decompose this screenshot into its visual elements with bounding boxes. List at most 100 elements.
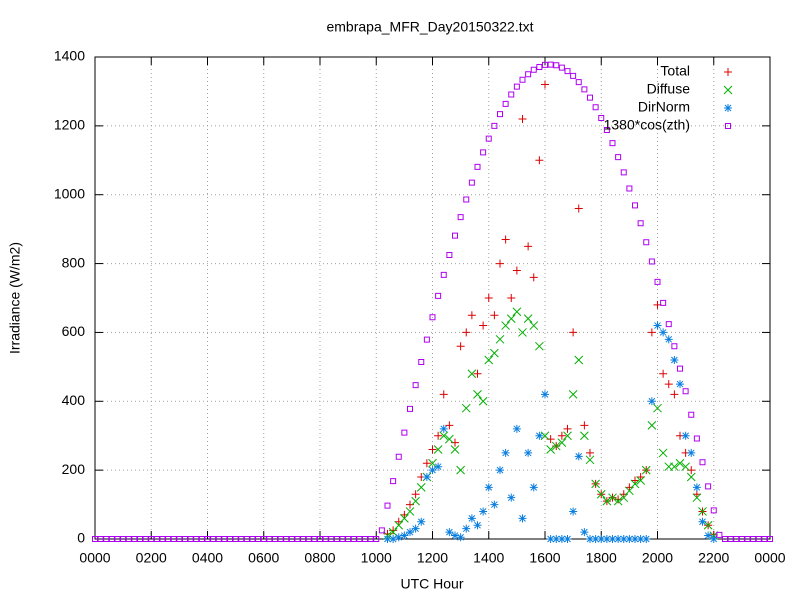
point <box>574 204 583 213</box>
point <box>467 311 476 320</box>
point <box>536 63 543 70</box>
point <box>423 336 430 343</box>
point <box>574 355 584 365</box>
point <box>333 536 340 542</box>
point <box>450 445 460 454</box>
point <box>541 390 549 399</box>
point <box>750 536 757 542</box>
point <box>686 472 696 482</box>
x-tick-label: 1200 <box>417 550 448 566</box>
point <box>434 462 443 471</box>
point <box>542 61 548 68</box>
point <box>249 536 256 542</box>
x-tick-label: 1000 <box>361 550 392 566</box>
point <box>530 66 537 73</box>
point <box>484 483 493 492</box>
point <box>698 507 707 516</box>
point <box>643 239 650 246</box>
point <box>445 421 454 430</box>
point <box>626 185 633 192</box>
point <box>484 294 493 302</box>
point <box>468 179 475 186</box>
point <box>108 536 115 542</box>
point <box>580 528 589 537</box>
point <box>681 462 690 472</box>
point <box>675 458 685 468</box>
point <box>654 278 661 285</box>
point <box>350 536 357 542</box>
point <box>484 355 494 365</box>
legend-marker <box>724 104 732 112</box>
y-tick-label: 400 <box>62 392 86 408</box>
point <box>636 535 645 543</box>
point <box>407 405 413 412</box>
chart-title: embrapa_MFR_Day20150322.txt <box>326 19 533 35</box>
x-tick-label: 0600 <box>248 550 279 566</box>
point <box>676 380 684 389</box>
point <box>569 507 578 516</box>
point <box>406 528 414 537</box>
point <box>557 535 566 543</box>
y-tick-label: 800 <box>62 254 86 270</box>
point <box>546 445 555 454</box>
point <box>328 536 335 542</box>
point <box>502 100 509 107</box>
point <box>574 452 583 461</box>
point <box>592 104 599 111</box>
point <box>429 314 436 321</box>
point <box>535 341 544 351</box>
point <box>631 535 639 543</box>
point <box>632 202 638 209</box>
point <box>389 535 398 543</box>
point <box>681 431 690 440</box>
x-tick-label: 0000 <box>754 550 785 566</box>
point <box>709 535 718 543</box>
point <box>97 536 104 542</box>
point <box>507 493 516 502</box>
point <box>456 533 465 542</box>
point <box>462 328 471 337</box>
point <box>485 135 492 142</box>
point <box>586 448 594 457</box>
point <box>266 536 273 542</box>
point <box>467 514 476 523</box>
point <box>367 536 374 542</box>
plot-border <box>94 56 771 540</box>
legend-marker <box>724 68 732 76</box>
point <box>581 86 588 93</box>
point <box>698 517 707 526</box>
point <box>580 421 589 430</box>
point <box>636 473 645 482</box>
point <box>518 514 527 523</box>
point <box>445 528 454 537</box>
point <box>446 251 453 258</box>
point <box>524 242 533 251</box>
point <box>609 140 616 147</box>
point <box>529 273 538 282</box>
point <box>120 536 127 542</box>
point <box>563 424 572 433</box>
point <box>564 68 571 75</box>
legend-label: DirNorm <box>638 99 690 115</box>
point <box>445 434 454 444</box>
x-tick-label: 0200 <box>136 550 167 566</box>
point <box>547 61 554 68</box>
point <box>658 448 668 458</box>
point <box>653 321 662 330</box>
point <box>131 536 138 542</box>
point <box>570 72 577 79</box>
point <box>501 235 510 244</box>
point <box>497 111 503 118</box>
point <box>506 314 516 324</box>
point <box>204 536 211 542</box>
point <box>704 531 713 540</box>
point <box>490 348 499 358</box>
point <box>378 527 385 534</box>
point <box>501 321 510 330</box>
point <box>603 126 610 133</box>
point <box>384 502 391 509</box>
point <box>744 536 751 542</box>
point <box>630 479 640 489</box>
